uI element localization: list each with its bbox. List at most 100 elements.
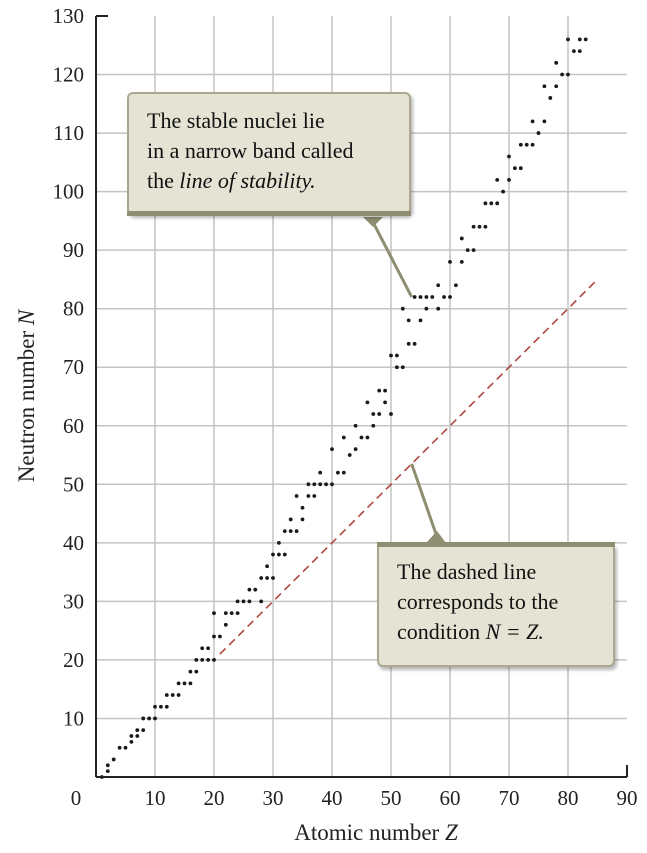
y-tick-label: 130	[53, 4, 85, 28]
stability-callout-bar	[127, 211, 411, 216]
data-point	[300, 505, 305, 510]
data-point	[400, 306, 405, 311]
data-point	[471, 224, 476, 229]
data-point	[518, 142, 523, 147]
n-equals-z-term: N = Z.	[485, 619, 544, 644]
stability-callout-line-1: The stable nuclei lie	[147, 108, 325, 133]
dashed-pointer-head	[426, 531, 446, 543]
x-tick-label: 40	[322, 786, 343, 810]
stability-callout-line-3: the line of stability.	[147, 168, 316, 193]
data-point	[312, 482, 317, 487]
data-point	[418, 318, 423, 323]
data-point	[153, 704, 157, 709]
x-tick-label: 10	[145, 786, 166, 810]
data-point	[448, 295, 452, 299]
data-point	[577, 49, 582, 54]
x-tick-label: 20	[204, 786, 225, 810]
data-point	[442, 295, 446, 299]
data-point	[341, 470, 346, 475]
data-point	[200, 658, 205, 662]
data-point	[501, 189, 505, 194]
x-tick-label: 50	[381, 786, 402, 810]
data-point	[459, 236, 464, 241]
line-of-stability-term: line of stability.	[179, 168, 316, 193]
y-tick-label: 90	[63, 238, 84, 262]
y-axis-label: Neutron number N	[14, 308, 39, 482]
data-point	[424, 306, 429, 311]
data-point	[513, 166, 517, 171]
data-point	[271, 552, 275, 557]
dashed-callout-line-2: corresponds to the	[397, 589, 559, 614]
data-point	[418, 295, 423, 299]
data-point	[560, 72, 564, 77]
stability-pointer-head	[363, 217, 383, 227]
dashed-line-callout: The dashed line corresponds to the condi…	[377, 542, 615, 667]
data-point	[170, 693, 175, 697]
x-tick-label: 30	[263, 786, 284, 810]
y-tick-label: 120	[53, 63, 85, 87]
axes	[95, 15, 628, 778]
data-point	[536, 131, 541, 135]
data-point	[400, 365, 405, 370]
data-point	[430, 295, 435, 299]
stability-callout-line-2: in a narrow band called	[147, 138, 354, 163]
data-point	[176, 681, 181, 686]
data-point	[306, 494, 311, 498]
y-tick-label: 110	[53, 121, 84, 145]
data-point	[282, 529, 287, 534]
data-point	[312, 494, 317, 498]
dashed-callout-line-3: condition N = Z.	[397, 619, 544, 644]
data-point	[330, 482, 334, 487]
data-point	[548, 96, 553, 100]
data-point	[194, 669, 199, 674]
data-point	[194, 658, 199, 662]
y-tick-label: 60	[63, 414, 84, 438]
data-point	[259, 576, 264, 580]
data-point	[389, 353, 393, 358]
data-point	[383, 400, 387, 405]
data-point	[259, 599, 264, 604]
data-point	[200, 646, 205, 651]
data-point	[554, 60, 559, 65]
data-point	[277, 552, 281, 557]
data-point	[282, 552, 287, 557]
x-tick-label: 60	[440, 786, 461, 810]
data-point	[247, 599, 252, 604]
data-point	[294, 494, 299, 498]
data-point	[377, 412, 382, 416]
callout-pointers	[363, 217, 446, 543]
data-point	[436, 306, 441, 311]
stability-callout: The stable nuclei lie in a narrow band c…	[127, 92, 411, 216]
data-point	[353, 447, 358, 452]
x-axis-label: Atomic number Z	[294, 820, 458, 845]
data-point	[153, 716, 157, 721]
data-point	[129, 739, 134, 744]
data-point	[395, 353, 399, 358]
data-point	[277, 540, 281, 545]
data-point	[554, 84, 559, 89]
data-point	[223, 622, 228, 627]
data-point	[265, 576, 269, 580]
data-point	[524, 142, 529, 147]
y-tick-label: 70	[63, 355, 84, 379]
data-point	[507, 178, 511, 182]
data-point	[389, 412, 393, 416]
data-point	[377, 388, 382, 393]
data-point	[518, 166, 523, 171]
data-point	[412, 295, 417, 299]
data-point	[300, 517, 305, 522]
data-point	[111, 757, 116, 762]
n-equals-z-line	[219, 278, 599, 655]
data-point	[288, 529, 293, 534]
data-point	[583, 37, 588, 42]
data-point	[294, 529, 299, 534]
dashed-callout-bar	[377, 542, 615, 547]
y-tick-label: 80	[63, 297, 84, 321]
data-point	[164, 704, 169, 709]
stability-pointer-line	[372, 223, 413, 298]
data-point	[188, 669, 193, 674]
data-point	[483, 224, 488, 229]
data-point	[448, 259, 452, 264]
y-tick-label: 100	[53, 180, 85, 204]
